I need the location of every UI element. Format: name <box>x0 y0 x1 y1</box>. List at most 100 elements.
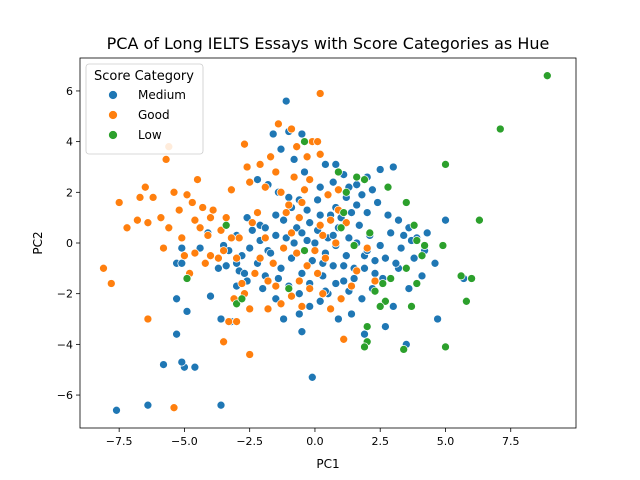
data-point <box>271 210 281 220</box>
data-point <box>237 294 247 304</box>
data-point <box>433 314 442 324</box>
data-point <box>370 286 380 296</box>
data-point <box>266 248 275 258</box>
data-point <box>279 314 288 324</box>
data-point <box>177 233 187 243</box>
data-point <box>271 231 281 240</box>
data-point <box>180 251 189 261</box>
data-point <box>339 261 349 271</box>
data-point <box>292 248 302 258</box>
series-good <box>99 89 380 413</box>
data-point <box>284 284 294 293</box>
data-point <box>281 96 291 106</box>
data-point <box>344 233 354 243</box>
data-point <box>336 223 346 233</box>
data-point <box>114 198 124 207</box>
y-axis: −6 −4 −2 0 2 4 6 <box>57 85 80 402</box>
data-point <box>289 155 299 164</box>
data-point <box>300 246 309 255</box>
data-point <box>143 314 153 324</box>
data-point <box>279 243 288 253</box>
data-point <box>216 400 226 410</box>
data-point <box>297 129 307 139</box>
data-point <box>331 160 341 169</box>
data-point <box>310 246 320 255</box>
data-point <box>140 182 150 192</box>
data-point <box>315 296 325 306</box>
data-point <box>112 405 121 415</box>
data-point <box>187 198 197 207</box>
data-point <box>334 185 343 195</box>
data-point <box>174 205 184 215</box>
data-point <box>302 236 312 245</box>
data-point <box>370 269 380 278</box>
data-point <box>354 220 364 230</box>
data-point <box>334 167 343 177</box>
data-point <box>441 215 450 225</box>
data-point <box>227 185 236 195</box>
data-point <box>177 243 187 253</box>
data-point <box>315 182 325 192</box>
data-point <box>177 258 187 268</box>
data-point <box>266 152 275 162</box>
data-point <box>263 304 273 314</box>
data-point <box>368 185 377 195</box>
data-point <box>143 400 153 410</box>
data-point <box>206 291 215 301</box>
data-point <box>305 302 315 311</box>
data-point <box>375 302 385 311</box>
data-point <box>279 215 288 225</box>
data-point <box>245 177 255 187</box>
data-point <box>294 309 304 319</box>
data-point <box>143 218 153 228</box>
data-point <box>352 172 362 182</box>
data-point <box>391 258 401 268</box>
data-point <box>383 210 393 220</box>
data-point <box>381 253 390 263</box>
data-point <box>232 317 241 326</box>
x-tick-label: −2.5 <box>236 435 263 448</box>
data-point <box>462 296 471 306</box>
data-point <box>357 294 367 304</box>
data-point <box>195 223 205 233</box>
data-point <box>347 281 356 291</box>
data-point <box>232 299 241 309</box>
data-point <box>352 266 362 276</box>
data-point <box>467 274 476 283</box>
data-point <box>334 314 343 324</box>
data-point <box>182 274 192 283</box>
data-point <box>274 274 283 283</box>
data-point <box>336 294 346 304</box>
data-point <box>300 167 309 177</box>
data-point <box>237 279 247 288</box>
data-point <box>456 271 466 281</box>
data-point <box>260 233 270 243</box>
data-point <box>161 155 171 164</box>
data-point <box>409 253 419 263</box>
data-point <box>352 180 362 190</box>
data-point <box>287 228 296 238</box>
data-point <box>122 223 132 233</box>
data-point <box>394 215 403 225</box>
data-point <box>313 137 322 146</box>
data-point <box>268 129 278 139</box>
data-point <box>352 200 362 210</box>
data-point <box>388 162 398 172</box>
y-tick-label: −4 <box>57 338 73 351</box>
x-tick-label: −5.0 <box>171 435 198 448</box>
data-point <box>276 263 286 273</box>
data-point <box>253 208 262 217</box>
data-point <box>234 233 244 243</box>
legend-entries: Medium Good Low <box>108 88 186 142</box>
data-point <box>357 190 367 200</box>
legend-label: Good <box>138 108 170 122</box>
y-axis-label: PC2 <box>31 231 45 254</box>
data-point <box>292 223 302 233</box>
data-point <box>302 261 312 271</box>
data-point <box>193 175 202 184</box>
legend: Score Category Medium Good Low <box>85 63 204 155</box>
y-tick-label: −2 <box>57 288 73 301</box>
data-point <box>232 253 241 263</box>
data-point <box>250 269 260 278</box>
